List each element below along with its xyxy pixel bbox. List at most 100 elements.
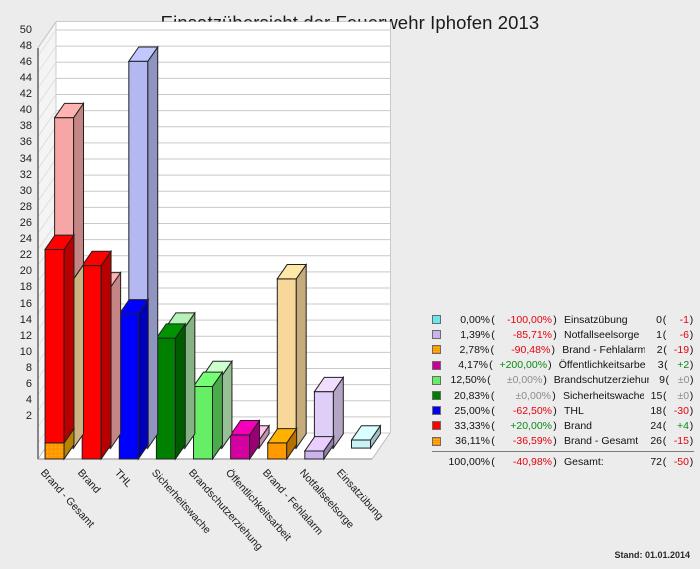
legend-paren-open: ( <box>491 419 495 432</box>
legend-paren-close: ) <box>553 404 557 417</box>
legend-count: 18 <box>650 404 662 417</box>
legend-color-swatch <box>432 315 441 325</box>
legend-row[interactable]: 1,39%(-85,71%) Notfallseelsorge 1(-6) <box>432 327 694 342</box>
legend-paren-close: ) <box>553 328 557 341</box>
legend-color-swatch <box>432 360 441 370</box>
legend-delta-percent: ±0,00% <box>506 374 543 387</box>
y-axis-tick: 12 <box>19 329 32 342</box>
y-axis-labels: 2 4 6 8 10 12 14 16 18 20 22 24 26 28 30 32 34 36 38 40 42 44… <box>6 0 32 569</box>
legend-row[interactable]: 20,83%(±0,00%) Sicherheitswache 15(±0) <box>432 388 694 403</box>
legend-count-paren-close: ) <box>689 419 694 432</box>
legend-category-name: Öffentlichkeitsarbeit <box>558 359 647 372</box>
y-axis-tick: 14 <box>19 313 32 326</box>
legend-color-swatch <box>432 330 441 340</box>
legend-count-delta: -30 <box>673 404 689 417</box>
legend-total-count-paren-open: ( <box>662 455 667 468</box>
stand-date: Stand: 01.01.2014 <box>614 550 690 560</box>
legend-delta-percent: -62,50% <box>512 404 552 417</box>
legend-count: 9 <box>659 374 665 387</box>
legend-count-delta: ±0 <box>677 389 690 402</box>
legend-category-name: Brand <box>564 419 593 432</box>
legend-count-paren-close: ) <box>689 435 694 448</box>
legend-row[interactable]: 25,00%(-62,50%) THL 18(-30) <box>432 403 694 418</box>
y-axis-tick: 16 <box>19 297 32 310</box>
legend-category-name: Notfallseelsorge <box>564 328 640 341</box>
legend-count-delta: +4 <box>677 419 689 432</box>
legend-delta-percent: -36,59% <box>512 435 552 448</box>
legend-percent: 12,50% <box>450 374 487 387</box>
legend-total-paren-open: ( <box>491 455 495 468</box>
legend-category-name: THL <box>564 404 584 417</box>
bar-chart-3d <box>37 20 391 461</box>
legend-category-name: Brand - Gesamt <box>564 435 639 448</box>
legend-color-swatch <box>432 406 441 416</box>
legend-count: 24 <box>650 419 662 432</box>
legend-percent: 0,00% <box>460 313 490 326</box>
legend-count-paren-open: ( <box>662 328 667 341</box>
legend-delta-percent: -100,00% <box>507 313 552 326</box>
y-axis-tick: 38 <box>19 120 32 133</box>
legend-percent: 4,17% <box>458 359 488 372</box>
legend-row[interactable]: 36,11%(-36,59%) Brand - Gesamt 26(-15) <box>432 434 694 449</box>
legend-count-paren-close: ) <box>689 374 694 387</box>
legend-total-delta-percent: -40,98% <box>512 455 552 468</box>
legend-total-count-delta: -50 <box>673 455 689 468</box>
legend-count: 0 <box>656 313 662 326</box>
legend-row[interactable]: 12,50%(±0,00%) Brandschutzerziehung 9(±0) <box>432 373 694 388</box>
legend-total-row: 100,00%(-40,98%) Gesamt: 72(-50) <box>432 450 694 470</box>
legend-count: 2 <box>656 343 663 356</box>
legend-count-paren-close: ) <box>689 389 694 402</box>
y-axis-tick: 26 <box>19 216 32 229</box>
legend-total: 100,00%(-40,98%) Gesamt: 72(-50) <box>432 454 694 470</box>
legend-row[interactable]: 0,00%(-100,00%) Einsatzübung 0(-1) <box>432 312 694 327</box>
legend-count-delta: -19 <box>673 343 690 356</box>
legend-color-swatch <box>432 375 441 385</box>
legend-count-paren-close: ) <box>689 313 694 326</box>
legend-row[interactable]: 4,17%(+200,00%) Öffentlichkeitsarbeit 3(+2… <box>432 358 694 373</box>
y-axis-tick: 50 <box>19 23 32 36</box>
y-axis-tick: 22 <box>19 249 32 262</box>
y-axis-tick: 8 <box>25 362 32 375</box>
legend-color-swatch <box>432 391 441 401</box>
legend-count-paren-open: ( <box>662 313 667 326</box>
legend-count: 1 <box>656 328 662 341</box>
legend-count-paren-open: ( <box>662 435 667 448</box>
legend-paren-open: ( <box>491 404 495 417</box>
y-axis-tick: 34 <box>19 152 32 165</box>
legend-count-delta: +2 <box>677 359 690 372</box>
legend-paren-open: ( <box>491 313 495 326</box>
legend-count: 15 <box>650 389 663 402</box>
legend-table: 0,00%(-100,00%) Einsatzübung 0(-1) 1,39%(-8… <box>432 312 694 470</box>
legend-percent: 1,39% <box>460 328 490 341</box>
legend-paren-close: ) <box>543 374 547 387</box>
y-axis-tick: 40 <box>19 104 32 117</box>
legend-category-name: Sicherheitswache <box>562 389 645 402</box>
legend-percent: 2,78% <box>459 343 490 356</box>
legend-color-swatch <box>432 436 441 446</box>
legend-paren-close: ) <box>553 419 557 432</box>
legend-percent: 20,83% <box>453 389 490 402</box>
legend-paren-close: ) <box>551 343 556 356</box>
y-axis-tick: 32 <box>19 168 32 181</box>
legend-count-paren-open: ( <box>663 343 667 356</box>
legend-color-swatch <box>432 421 441 431</box>
legend-paren-close: ) <box>548 359 552 372</box>
y-axis-tick: 10 <box>19 345 32 358</box>
legend-count-paren-open: ( <box>664 359 668 372</box>
legend-total-count-paren-close: ) <box>689 455 694 468</box>
legend-category-name: Brandschutzerziehung <box>553 374 649 387</box>
legend-count-delta: -15 <box>673 435 689 448</box>
legend-count-paren-open: ( <box>663 389 667 402</box>
legend-paren-open: ( <box>491 328 495 341</box>
legend-row[interactable]: 33,33%(+20,00%) Brand 24(+4) <box>432 418 694 433</box>
legend-total-name: Gesamt: <box>564 455 604 468</box>
legend-count-paren-close: ) <box>689 328 694 341</box>
legend-category-name: Einsatzübung <box>564 313 628 326</box>
legend-count-paren-open: ( <box>662 404 667 417</box>
y-axis-tick: 4 <box>25 394 32 407</box>
legend-delta-percent: -85,71% <box>512 328 552 341</box>
legend-paren-open: ( <box>489 359 493 372</box>
legend-row[interactable]: 2,78%(-90,48%) Brand - Fehlalarm 2(-19) <box>432 342 694 357</box>
y-axis-tick: 2 <box>25 410 32 423</box>
